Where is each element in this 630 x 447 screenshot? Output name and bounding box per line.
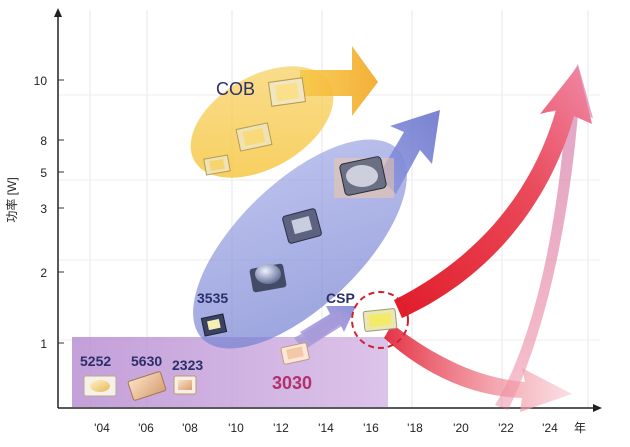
label-5630: 5630: [131, 353, 162, 369]
low-power-group: 5252 5630 2323 3030: [72, 306, 388, 407]
cob-group: COB: [190, 46, 378, 178]
y-tick-5: 5: [40, 166, 47, 180]
csp-down-arrow: [384, 324, 572, 412]
label-cob: COB: [216, 79, 255, 99]
mid-power-group: 3535: [193, 110, 440, 349]
low-power-band: [72, 337, 388, 407]
y-axis-label: 功率 [W]: [4, 177, 19, 222]
package-5630: [127, 371, 167, 401]
label-2323: 2323: [172, 357, 203, 373]
y-tick-labels: 10 8 5 3 2 1: [34, 74, 48, 351]
x-tick-22: '22: [498, 421, 514, 435]
y-tick-8: 8: [40, 134, 47, 148]
x-tick-labels: '04 '06 '08 '10 '12 '14 '16 '18 '20 '22 …: [94, 421, 586, 435]
x-tick-24: '24: [542, 421, 558, 435]
package-csp: [362, 308, 398, 332]
cob-arrow: [300, 46, 378, 116]
label-5252: 5252: [80, 353, 111, 369]
x-tick-20: '20: [453, 421, 469, 435]
x-tick-10: '10: [228, 421, 244, 435]
y-tick-2: 2: [40, 266, 47, 280]
y-tick-marks: [58, 79, 64, 344]
csp-up-arrow: [394, 66, 592, 318]
x-tick-08: '08: [182, 421, 198, 435]
x-tick-04: '04: [94, 421, 110, 435]
trend-arrow: [495, 64, 593, 410]
y-tick-3: 3: [40, 202, 47, 216]
package-cob-large: [267, 77, 307, 107]
csp-group: CSP: [326, 66, 592, 412]
package-cob-small: [203, 154, 231, 176]
package-5252: [83, 375, 117, 397]
label-csp: CSP: [326, 290, 355, 306]
package-2323: [173, 375, 197, 395]
x-tick-12: '12: [273, 421, 289, 435]
x-tick-14: '14: [318, 421, 334, 435]
package-cob-mid: [235, 122, 273, 152]
x-tick-18: '18: [407, 421, 423, 435]
package-dome: [249, 263, 287, 293]
x-tick-06: '06: [138, 421, 154, 435]
y-tick-10: 10: [34, 74, 48, 88]
csp-highlight-circle: [351, 291, 409, 349]
y-tick-1: 1: [40, 337, 47, 351]
label-3030: 3030: [272, 373, 312, 393]
package-3030: [280, 342, 310, 365]
package-ceramic: [282, 208, 322, 244]
x-tick-16: '16: [363, 421, 379, 435]
package-array: [334, 156, 394, 198]
label-3535: 3535: [197, 290, 228, 306]
x-axis-label: 年: [574, 421, 586, 435]
package-3535: [200, 313, 228, 337]
